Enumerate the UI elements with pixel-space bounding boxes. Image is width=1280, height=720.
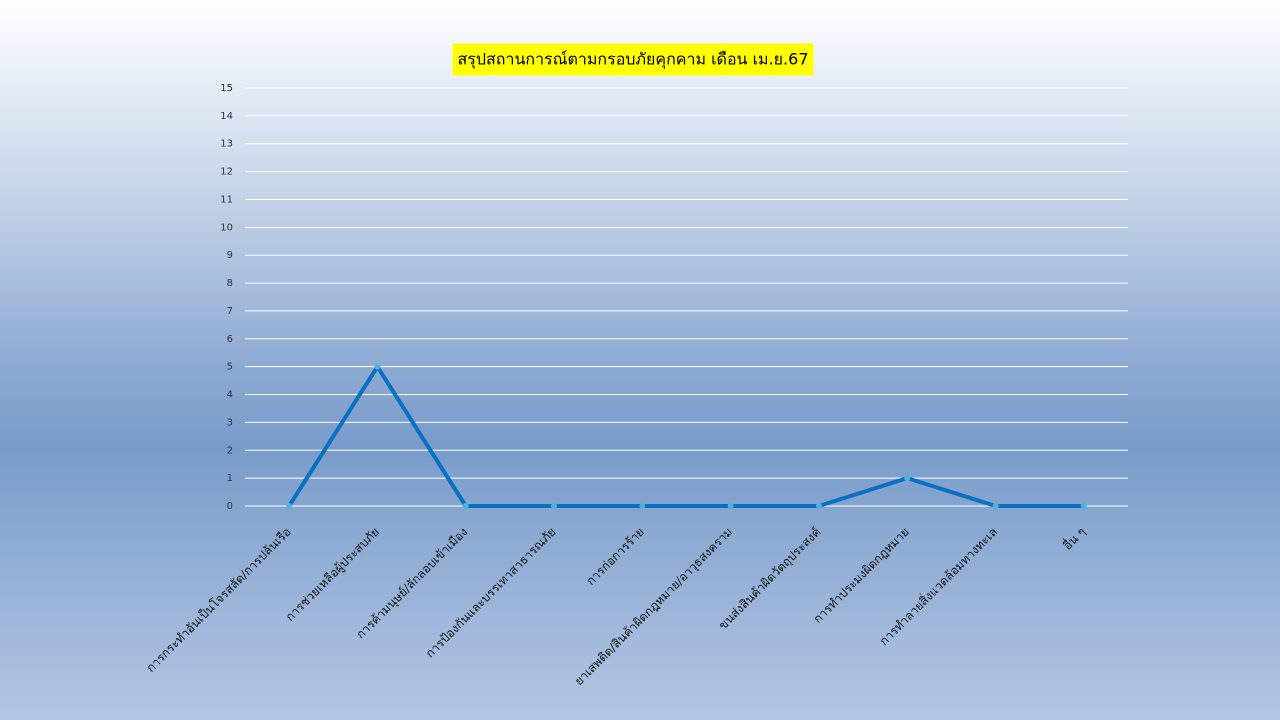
y-tick-label: 13 bbox=[220, 139, 233, 150]
marker bbox=[815, 503, 822, 509]
marker bbox=[727, 503, 734, 509]
x-tick-label: ขนส่งสินค้าผิดวัตถุประสงค์ bbox=[716, 525, 824, 633]
marker bbox=[992, 503, 999, 509]
marker bbox=[462, 503, 469, 509]
y-tick-label: 9 bbox=[227, 250, 233, 261]
marker bbox=[904, 475, 911, 482]
marker bbox=[1080, 503, 1087, 509]
marker bbox=[551, 503, 558, 509]
y-tick-label: 1 bbox=[227, 473, 233, 484]
x-tick-label: อื่น ๆ bbox=[1059, 523, 1088, 552]
y-tick-label: 6 bbox=[227, 334, 233, 345]
y-tick-label: 10 bbox=[220, 222, 233, 233]
y-tick-label: 7 bbox=[227, 306, 233, 317]
line bbox=[287, 364, 1084, 508]
chart-title: สรุปสถานการณ์ตามกรอบภัยคุกคาม เดือน เม.ย… bbox=[457, 50, 808, 70]
x-tick-label: การก่อการร้าย bbox=[584, 525, 647, 588]
y-tick-label: 8 bbox=[227, 278, 233, 289]
marker bbox=[286, 503, 293, 509]
y-tick-label: 14 bbox=[220, 111, 233, 122]
y-tick-label: 3 bbox=[227, 417, 233, 428]
x-tick-label: ยาเสพติด/สินค้าผิดกฎหมาย/อาวุธสงคราม bbox=[572, 525, 736, 689]
y-tick-label: 5 bbox=[227, 362, 233, 373]
x-tick-label: การทำประมงผิดกฎหมาย bbox=[811, 525, 912, 626]
y-tick-label: 2 bbox=[227, 445, 233, 456]
marker bbox=[639, 503, 646, 509]
marker bbox=[374, 363, 381, 370]
x-tick-label: การกระทำอันเป็นโจรสลัด/การปล้นเรือ bbox=[143, 524, 294, 675]
x-tick-label: การช่วยเหลือผู้ประสบภัย bbox=[283, 525, 383, 625]
y-tick-label: 11 bbox=[220, 194, 233, 205]
y-tick-label: 4 bbox=[227, 390, 233, 401]
y-tick-label: 15 bbox=[220, 83, 233, 94]
title-background bbox=[452, 43, 814, 76]
y-tick-label: 0 bbox=[227, 501, 233, 512]
y-tick-label: 12 bbox=[220, 167, 233, 178]
